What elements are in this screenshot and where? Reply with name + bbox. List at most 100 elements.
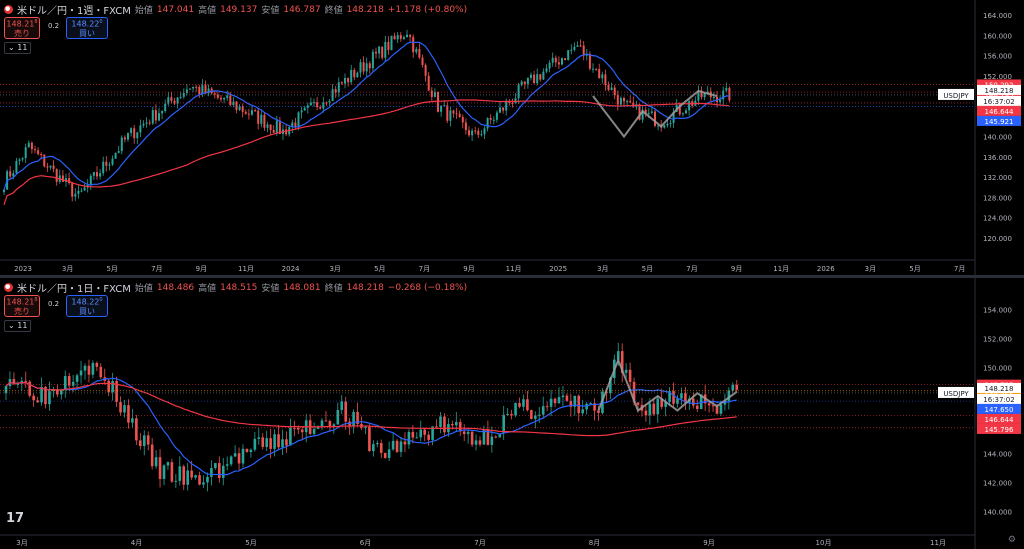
y-tick-label: 132.000 (983, 174, 1012, 182)
candle-body (381, 46, 384, 58)
candle-body (48, 391, 51, 405)
candle-body (561, 395, 565, 398)
sell-button[interactable]: 148.218 売り (4, 295, 40, 317)
candle-body (297, 427, 300, 430)
pattern-line (592, 89, 718, 139)
candle-body (257, 437, 261, 439)
candle-body (151, 110, 154, 124)
open-label: 始値 (134, 284, 153, 294)
symbol-tag-label: USDJPY (943, 390, 969, 398)
candle-body (443, 105, 446, 107)
candle-body (204, 85, 207, 94)
candle-body (378, 46, 381, 54)
candle-body (387, 449, 391, 458)
candle-body (624, 369, 628, 373)
indicator-toggle[interactable]: ⌄ 11 (4, 320, 32, 332)
price-tag-label: 16:37:02 (983, 396, 1014, 404)
candle-body (660, 398, 663, 407)
candle-body (727, 390, 731, 401)
candle-body (533, 74, 536, 84)
candle-body (719, 99, 722, 103)
candle-body (387, 41, 390, 51)
weekly-chart-pane[interactable]: 164.000160.000156.000152.000148.000144.0… (0, 0, 1024, 275)
close-value: 148.218 (346, 282, 384, 293)
candle-body (202, 482, 205, 485)
candle-body (478, 440, 482, 445)
candle-body (433, 92, 436, 97)
candle-body (28, 381, 31, 396)
high-label: 高値 (198, 6, 217, 16)
candle-body (462, 431, 466, 435)
candle-body (206, 476, 209, 483)
candle-body (471, 130, 474, 136)
candle-body (570, 49, 573, 51)
candle-body (261, 437, 265, 447)
candle-body (486, 118, 489, 129)
weekly-chart-canvas[interactable]: 164.000160.000156.000152.000148.000144.0… (0, 0, 1024, 275)
candle-body (604, 74, 607, 86)
spread-value: 0.2 (48, 300, 60, 308)
candle-body (703, 93, 706, 98)
buy-button[interactable]: 148.220 買い (66, 295, 108, 317)
gear-icon[interactable]: ⚙ (1007, 535, 1016, 545)
candle-body (530, 74, 532, 78)
daily-chart-canvas[interactable]: 154.000152.000150.000148.000146.000144.0… (0, 278, 1024, 549)
candle-body (324, 420, 328, 422)
candle-body (681, 113, 684, 115)
sell-button[interactable]: 148.218 売り (4, 17, 40, 39)
candle-body (688, 101, 691, 111)
price-tag (977, 105, 1021, 116)
chart-title[interactable]: 米ドル／円・1日・FXCM (17, 284, 131, 295)
candle-body (79, 370, 83, 376)
price-tag-label: 148.795 (985, 91, 1014, 99)
candle-body (365, 63, 368, 72)
price-tag-label: 145.796 (985, 426, 1014, 434)
candle-body (522, 399, 525, 407)
candle-body (494, 436, 498, 438)
candle-body (328, 101, 331, 103)
candle-body (474, 440, 478, 445)
daily-chart-pane[interactable]: 154.000152.000150.000148.000146.000144.0… (0, 278, 1024, 549)
candle-body (300, 110, 303, 113)
candle-body (77, 190, 80, 194)
candle-body (588, 53, 591, 69)
price-tag (977, 95, 1021, 106)
candle-body (616, 95, 619, 105)
low-value: 146.787 (283, 4, 321, 15)
x-tick-label: 3月 (597, 265, 608, 273)
candle-body (32, 395, 35, 401)
pattern-line (597, 357, 738, 413)
candle-body (576, 45, 579, 47)
candle-body (114, 152, 117, 159)
candle-body (198, 475, 201, 485)
indicator-toggle[interactable]: ⌄ 11 (4, 42, 32, 54)
candle-body (142, 435, 146, 447)
tradingview-logo[interactable]: 17 (6, 511, 25, 526)
candle-body (263, 114, 266, 128)
candle-body (135, 418, 138, 441)
x-tick-label: 7月 (686, 265, 697, 273)
candle-body (210, 468, 213, 477)
candle-body (195, 86, 198, 88)
pane-divider[interactable] (0, 275, 1024, 278)
candle-body (225, 464, 229, 466)
candle-body (115, 380, 118, 402)
candle-body (557, 397, 561, 404)
x-tick-label: 11月 (930, 539, 946, 547)
x-tick-label: 3月 (865, 265, 876, 273)
candle-body (725, 87, 728, 91)
candle-body (162, 465, 166, 479)
y-tick-label: 144.000 (983, 451, 1012, 459)
candle-body (245, 448, 249, 452)
candle-body (269, 438, 272, 449)
candle-body (545, 406, 549, 408)
candle-body (597, 410, 600, 413)
buy-button[interactable]: 148.220 買い (66, 17, 108, 39)
chart-title[interactable]: 米ドル／円・1週・FXCM (17, 6, 131, 17)
candle-body (289, 427, 292, 446)
candle-body (218, 463, 221, 478)
candle-body (233, 453, 237, 457)
candle-body (508, 101, 511, 103)
candle-body (626, 101, 629, 103)
x-tick-label: 5月 (909, 265, 920, 273)
